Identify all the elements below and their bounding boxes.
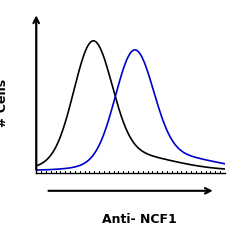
Text: # Cells: # Cells: [0, 79, 9, 127]
Text: Anti- NCF1: Anti- NCF1: [102, 213, 177, 226]
